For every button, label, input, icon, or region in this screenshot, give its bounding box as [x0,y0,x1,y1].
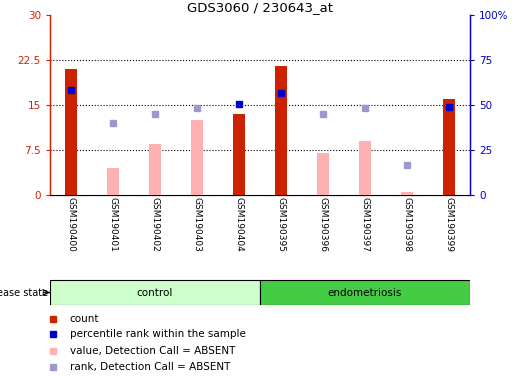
Text: GSM190396: GSM190396 [318,197,328,252]
Text: GSM190401: GSM190401 [109,197,117,252]
Text: GSM190402: GSM190402 [150,197,160,252]
Text: GSM190399: GSM190399 [444,197,454,252]
Text: GSM190400: GSM190400 [66,197,76,252]
Bar [443,99,455,195]
Text: disease state: disease state [0,288,48,298]
Bar [50,280,260,305]
Text: percentile rank within the sample: percentile rank within the sample [70,329,246,339]
Bar [317,153,329,195]
Bar [401,192,414,195]
Bar [359,141,371,195]
Text: GSM190404: GSM190404 [234,197,244,252]
Text: value, Detection Call = ABSENT: value, Detection Call = ABSENT [70,346,235,356]
Bar [65,69,77,195]
Text: endometriosis: endometriosis [328,288,402,298]
Bar [149,144,161,195]
Text: GSM190397: GSM190397 [360,197,369,252]
Text: GSM190398: GSM190398 [403,197,411,252]
Bar [191,120,203,195]
Text: control: control [137,288,173,298]
Text: GSM190403: GSM190403 [193,197,201,252]
Title: GDS3060 / 230643_at: GDS3060 / 230643_at [187,1,333,14]
Text: count: count [70,314,99,324]
Bar [274,66,287,195]
Bar [107,168,119,195]
Bar [233,114,245,195]
Text: GSM190395: GSM190395 [277,197,285,252]
Text: rank, Detection Call = ABSENT: rank, Detection Call = ABSENT [70,362,230,372]
Bar [260,280,470,305]
